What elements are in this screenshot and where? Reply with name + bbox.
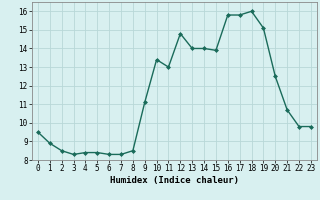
X-axis label: Humidex (Indice chaleur): Humidex (Indice chaleur) (110, 176, 239, 185)
